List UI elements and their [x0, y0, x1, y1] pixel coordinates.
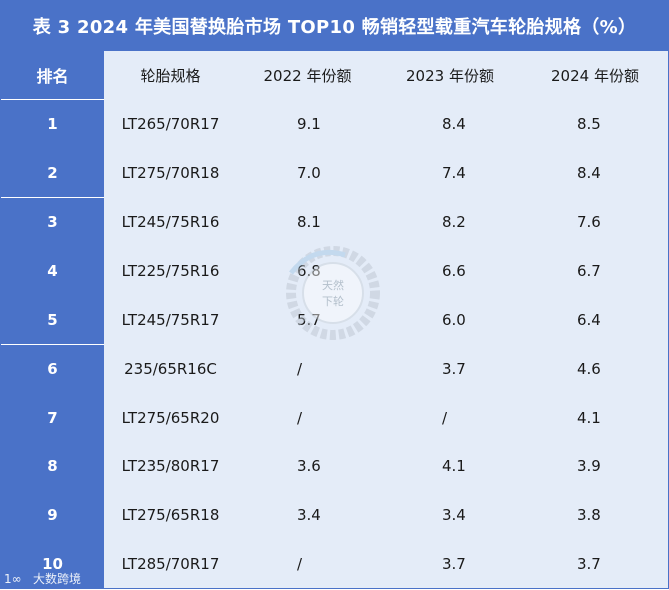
- rank-cell: 1: [1, 98, 104, 149]
- share-2024-cell: 3.7: [577, 554, 601, 573]
- share-2024-cell: 6.4: [577, 310, 601, 329]
- share-2023-cell: 3.7: [442, 360, 466, 379]
- spec-cell: LT275/65R18: [121, 506, 220, 525]
- share-2023-cell: 6.6: [442, 262, 466, 281]
- share-2024-cell: 8.4: [577, 164, 601, 183]
- share-2023-cell: 7.4: [442, 164, 466, 183]
- table-row: 10 LT285/70R17 / 3.7 3.7: [1, 539, 668, 588]
- spec-cell: LT245/75R17: [121, 310, 220, 329]
- rank-cell: 6: [1, 343, 104, 394]
- brand-mark-icon: 1∞: [4, 572, 22, 585]
- share-2023-cell: 8.4: [442, 115, 466, 134]
- spec-cell: LT275/65R20: [121, 408, 220, 427]
- share-2024-cell: 4.6: [577, 360, 601, 379]
- table-row: 6 235/65R16C / 3.7 4.6: [1, 343, 668, 394]
- table-row: 7 LT275/65R20 / / 4.1: [1, 393, 668, 443]
- spec-cell: 235/65R16C: [124, 360, 217, 379]
- footer-brand-logo: 1∞ 大数跨境: [4, 568, 81, 588]
- table-row: 2 LT275/70R18 7.0 7.4 8.4: [1, 148, 668, 198]
- rank-cell: 10: [1, 539, 104, 588]
- table-row: 9 LT275/65R18 3.4 3.4 3.8: [1, 490, 668, 540]
- rank-cell: 2: [1, 148, 104, 198]
- header-2023: 2023 年份额: [406, 66, 494, 85]
- svg-text:1∞: 1∞: [4, 572, 22, 585]
- header-rank: 排名: [1, 51, 104, 100]
- header-2024: 2024 年份额: [551, 66, 639, 85]
- table-title: 表 3 2024 年美国替换胎市场 TOP10 畅销轻型载重汽车轮胎规格（%）: [0, 0, 669, 51]
- share-2022-cell: 5.7: [297, 310, 321, 329]
- share-2023-cell: 3.4: [442, 506, 466, 525]
- share-2022-cell: 6.8: [297, 262, 321, 281]
- rank-cell: 4: [1, 246, 104, 296]
- share-2022-cell: /: [297, 554, 303, 573]
- spec-cell: LT275/70R18: [121, 164, 220, 183]
- table-row: 4 LT225/75R16 6.8 6.6 6.7: [1, 246, 668, 296]
- share-2022-cell: 8.1: [297, 213, 321, 232]
- share-2024-cell: 3.9: [577, 457, 601, 476]
- share-2023-cell: 6.0: [442, 310, 466, 329]
- share-2024-cell: 8.5: [577, 115, 601, 134]
- share-2024-cell: 4.1: [577, 408, 601, 427]
- spec-cell: LT245/75R16: [121, 213, 220, 232]
- header-row: 排名 轮胎规格 2022 年份额 2023 年份额 2024 年份额: [1, 51, 668, 100]
- header-2022: 2022 年份额: [263, 66, 352, 85]
- rank-cell: 9: [1, 490, 104, 540]
- data-table-container: 排名 轮胎规格 2022 年份额 2023 年份额 2024 年份额 1 LT26…: [0, 51, 669, 589]
- share-2023-cell: 3.7: [442, 554, 466, 573]
- share-2022-cell: 3.6: [297, 457, 321, 476]
- share-2023-cell: /: [442, 408, 448, 427]
- spec-cell: LT235/80R17: [121, 457, 220, 476]
- table-row: 5 LT245/75R17 5.7 6.0 6.4: [1, 295, 668, 345]
- table-row: 8 LT235/80R17 3.6 4.1 3.9: [1, 442, 668, 491]
- share-2024-cell: 6.7: [577, 262, 601, 281]
- table-row: 3 LT245/75R16 8.1 8.2 7.6: [1, 197, 668, 247]
- header-spec: 轮胎规格: [140, 66, 201, 85]
- rank-cell: 7: [1, 393, 104, 443]
- share-2022-cell: 7.0: [297, 164, 321, 183]
- share-2022-cell: /: [297, 408, 303, 427]
- table-row: 1 LT265/70R17 9.1 8.4 8.5: [1, 98, 668, 149]
- share-table: 排名 轮胎规格 2022 年份额 2023 年份额 2024 年份额 1 LT26…: [1, 51, 668, 588]
- share-2023-cell: 8.2: [442, 213, 466, 232]
- spec-cell: LT265/70R17: [121, 115, 220, 134]
- rank-cell: 8: [1, 442, 104, 491]
- rank-cell: 5: [1, 295, 104, 345]
- share-2022-cell: /: [297, 360, 303, 379]
- spec-cell: LT225/75R16: [121, 262, 220, 281]
- rank-cell: 3: [1, 197, 104, 247]
- share-2024-cell: 7.6: [577, 213, 601, 232]
- share-2023-cell: 4.1: [442, 457, 466, 476]
- share-2024-cell: 3.8: [577, 506, 601, 525]
- footer-brand-text: 大数跨境: [33, 571, 82, 586]
- share-2022-cell: 9.1: [297, 115, 321, 134]
- spec-cell: LT285/70R17: [121, 554, 220, 573]
- share-2022-cell: 3.4: [297, 506, 321, 525]
